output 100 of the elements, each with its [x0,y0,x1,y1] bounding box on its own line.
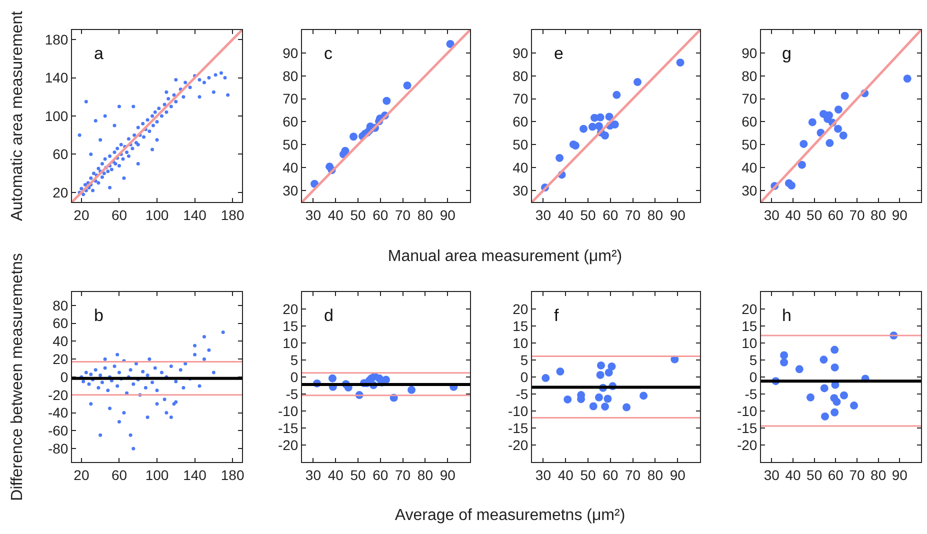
x-tick-label: 140 [183,466,207,483]
y-tick-label: 10 [512,334,528,351]
y-tick-label: 90 [742,44,758,61]
x-tick-label: 20 [74,206,90,223]
y-tick-label: 40 [282,160,298,176]
y-tick-label: -20 [278,436,298,453]
y-axis-title: Difference between measuremetns [9,253,27,501]
y-tick-label: 180 [44,31,68,48]
y-tick-label: -80 [48,440,68,456]
x-tick-label: 180 [220,466,244,483]
x-axis-title: Average of measuremetns (μm²) [394,507,626,525]
x-tick-label: 80 [417,206,434,223]
x-tick-label: 90 [440,206,456,223]
x-tick-label: 80 [647,466,664,483]
y-tick-label: 0 [520,368,528,385]
y-tick-label: 80 [282,68,298,84]
x-tick-label: 70 [625,466,641,483]
x-tick-label: 90 [440,466,456,483]
y-tick-label: 100 [44,108,68,124]
y-tick-label: 20 [742,300,758,317]
x-tick-label: 40 [328,206,344,223]
x-tick-label: 140 [183,206,207,223]
y-tick-label: 60 [52,146,68,162]
x-tick-label: 30 [535,206,552,223]
y-tick-label: -20 [736,436,758,453]
x-tick-label: 60 [372,466,388,483]
x-tick-label: 60 [602,466,618,483]
y-tick-label: 60 [742,114,758,130]
y-tick-label: -15 [736,420,758,436]
x-tick-label: 70 [849,466,865,483]
x-tick-label: 80 [647,206,664,223]
y-tick-label: 50 [282,136,298,153]
x-tick-label: 40 [785,466,801,483]
x-tick-label: 30 [305,206,322,223]
x-tick-label: 90 [670,206,686,223]
text: f [554,306,559,325]
x-tick-label: 60 [828,206,844,223]
x-tick-label: 70 [625,206,641,223]
y-tick-label: -20 [48,386,68,403]
x-tick-label: 20 [74,466,90,483]
y-tick-label: 140 [44,70,68,86]
y-tick-label: -60 [48,422,68,439]
x-tick-label: 70 [395,466,411,483]
y-tick-label: 30 [512,182,528,198]
y-tick-label: 15 [512,318,528,334]
x-tick-label: 180 [220,206,244,223]
text: a [94,44,104,63]
y-axis-title: Automatic area measurement [9,11,27,221]
y-tick-label: -10 [278,402,298,419]
x-tick-label: 40 [558,466,574,483]
y-tick-label: 50 [742,136,758,153]
y-tick-label: -10 [508,402,528,419]
y-tick-label: 30 [742,182,758,198]
x-axis-title: Manual area measurement (μm²) [388,248,622,266]
y-tick-label: -15 [508,420,528,436]
y-tick-label: 0 [749,368,758,385]
y-tick-label: 5 [290,352,298,368]
y-tick-label: 20 [52,351,68,368]
y-tick-label: 15 [742,318,758,334]
y-tick-label: 70 [742,90,758,107]
y-tick-label: 60 [282,114,298,130]
y-tick-label: -40 [48,404,68,421]
x-tick-label: 100 [145,206,169,223]
x-tick-label: 40 [785,206,801,223]
x-tick-label: 30 [305,466,322,483]
y-tick-label: 5 [520,352,528,368]
x-tick-label: 70 [395,206,411,223]
x-tick-label: 30 [535,466,552,483]
x-tick-label: 40 [558,206,574,223]
x-tick-label: 30 [764,206,780,223]
x-tick-label: 50 [350,206,366,223]
y-tick-label: -5 [516,386,528,402]
text: c [324,44,333,63]
x-tick-label: 60 [111,466,128,483]
text: d [324,306,334,325]
x-tick-label: 90 [670,466,686,483]
x-tick-label: 50 [806,206,822,223]
text: b [94,306,104,325]
y-tick-label: 70 [512,90,528,107]
x-tick-label: 60 [602,206,618,223]
x-tick-label: 50 [806,466,822,483]
y-tick-label: 20 [512,300,528,317]
y-tick-label: -20 [508,436,528,453]
y-tick-label: 50 [512,136,528,153]
x-tick-label: 60 [372,206,388,223]
y-tick-label: 20 [282,300,298,317]
y-tick-label: 80 [742,68,758,84]
y-tick-label: -5 [286,386,298,402]
text: e [554,44,564,63]
y-tick-label: 0 [60,368,68,385]
x-tick-label: 90 [892,466,908,483]
x-tick-label: 80 [870,466,886,483]
y-tick-label: 60 [512,114,528,130]
x-tick-label: 30 [764,466,780,483]
y-tick-label: -5 [744,386,758,402]
y-tick-label: 40 [512,160,528,176]
x-tick-label: 60 [111,206,128,223]
y-tick-label: 20 [52,184,68,200]
y-tick-label: 10 [282,334,298,351]
y-tick-label: 90 [282,44,298,61]
